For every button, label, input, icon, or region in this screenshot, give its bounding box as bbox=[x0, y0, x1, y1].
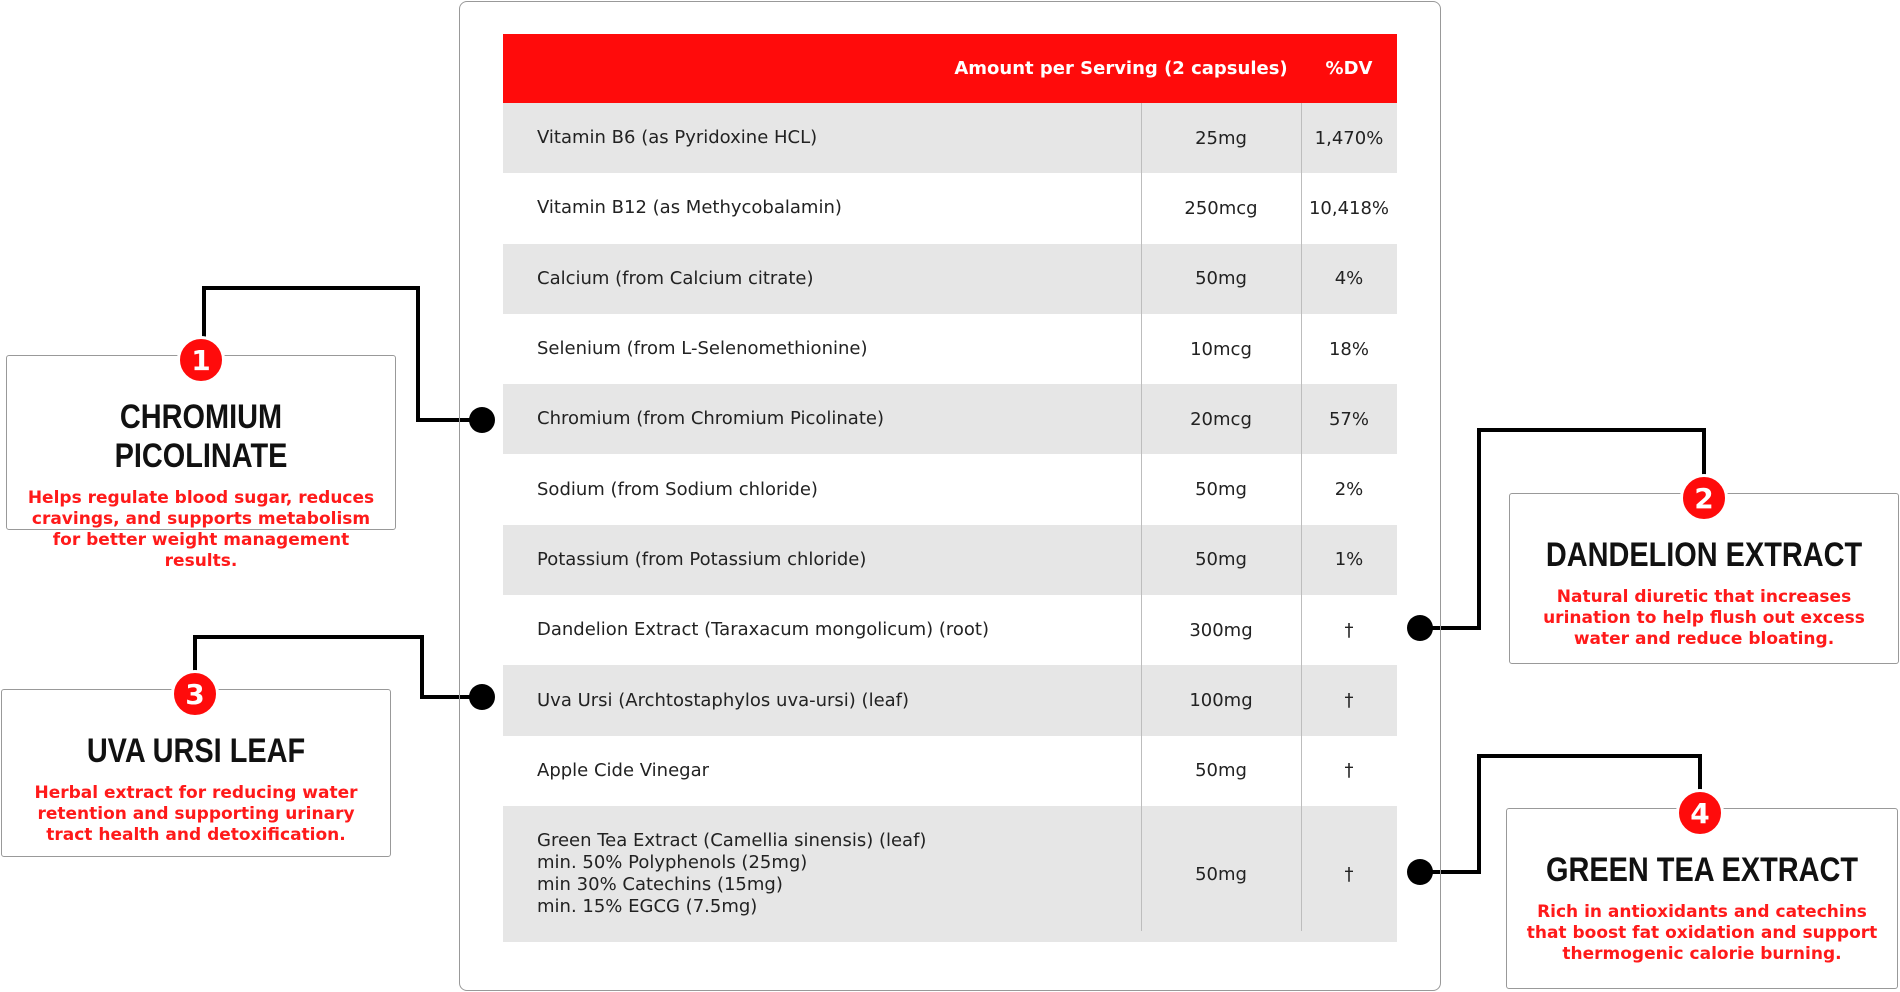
amount: 50mg bbox=[1195, 760, 1247, 782]
callout-title: DANDELION EXTRACT bbox=[1545, 536, 1863, 574]
table-row: Vitamin B6 (as Pyridoxine HCL) 25mg 1,470% bbox=[503, 103, 1397, 174]
daily-value: † bbox=[1344, 863, 1354, 885]
table-row: Selenium (from L-Selenomethionine) 10mcg 1… bbox=[503, 313, 1397, 385]
nutrient-name: Selenium (from L-Selenomethionine) bbox=[537, 314, 868, 384]
nutrient-name: Dandelion Extract (Taraxacum mongolicum)… bbox=[537, 595, 989, 665]
callout-text: Rich in antioxidants and catechins that … bbox=[1526, 902, 1878, 964]
daily-value: 18% bbox=[1328, 338, 1369, 360]
name-line: Sodium (from Sodium chloride) bbox=[537, 478, 818, 500]
callout-title: CHROMIUM PICOLINATE bbox=[114, 398, 288, 475]
nutrient-name: Uva Ursi (Archtostaphylos uva-ursi) (lea… bbox=[537, 665, 909, 735]
name-line: Calcium (from Calcium citrate) bbox=[537, 267, 814, 289]
header-cell: %DV bbox=[1325, 58, 1373, 79]
nutrient-name: Apple Cide Vinegar bbox=[537, 736, 709, 806]
callout-text: Herbal extract for reducing water retent… bbox=[34, 783, 358, 845]
nutrient-name: Calcium (from Calcium citrate) bbox=[537, 244, 814, 314]
amount: 300mg bbox=[1189, 619, 1253, 641]
daily-value: 1,470% bbox=[1314, 127, 1384, 149]
name-line: Vitamin B12 (as Methycobalamin) bbox=[537, 197, 842, 219]
amount: 20mcg bbox=[1190, 408, 1252, 430]
callout-text: Natural diuretic that increases urinatio… bbox=[1543, 587, 1865, 649]
daily-value: † bbox=[1344, 760, 1354, 782]
name-line: Selenium (from L-Selenomethionine) bbox=[537, 338, 868, 360]
callout-box: GREEN TEA EXTRACT Rich in antioxidants an… bbox=[1506, 808, 1898, 989]
callout-number: 1 bbox=[177, 336, 225, 384]
callout-box: CHROMIUM PICOLINATE Helps regulate blood … bbox=[6, 355, 396, 571]
header-cell: Amount per Serving (2 capsules) bbox=[954, 58, 1288, 79]
table-row: Apple Cide Vinegar 50mg † bbox=[503, 735, 1397, 806]
amount: 50mg bbox=[1195, 549, 1247, 571]
daily-value: 10,418% bbox=[1308, 197, 1390, 219]
daily-value: † bbox=[1344, 690, 1354, 712]
table-row: Green Tea Extract (Camellia sinensis) (l… bbox=[503, 806, 1397, 942]
name-line: min. 15% EGCG (7.5mg) bbox=[537, 896, 758, 917]
amount: 50mg bbox=[1195, 863, 1247, 885]
nutrient-name: Chromium (from Chromium Picolinate) bbox=[537, 384, 884, 454]
callout-box: UVA URSI LEAF Herbal extract for reducing… bbox=[1, 689, 391, 857]
daily-value: 4% bbox=[1334, 268, 1364, 290]
name-line: min. 50% Polyphenols (25mg) bbox=[537, 852, 808, 873]
name-line: Potassium (from Potassium chloride) bbox=[537, 548, 867, 570]
amount: 100mg bbox=[1189, 690, 1253, 712]
callout-text: Helps regulate blood sugar, reduces crav… bbox=[27, 488, 375, 571]
callout-box: DANDELION EXTRACT Natural diuretic that i… bbox=[1509, 493, 1899, 664]
callout-title: GREEN TEA EXTRACT bbox=[1545, 851, 1859, 889]
daily-value: 1% bbox=[1334, 549, 1364, 571]
name-line: Green Tea Extract (Camellia sinensis) (l… bbox=[537, 830, 927, 851]
amount: 50mg bbox=[1195, 479, 1247, 501]
name-line: Chromium (from Chromium Picolinate) bbox=[537, 408, 884, 430]
nutrient-name: Green Tea Extract (Camellia sinensis) (l… bbox=[537, 806, 926, 942]
table-row: Sodium (from Sodium chloride) 50mg 2% bbox=[503, 454, 1397, 525]
table-row: Uva Ursi (Archtostaphylos uva-ursi) (lea… bbox=[503, 665, 1397, 736]
nutrient-name: Vitamin B6 (as Pyridoxine HCL) bbox=[537, 103, 817, 173]
amount: 25mg bbox=[1195, 127, 1247, 149]
nutrient-name: Potassium (from Potassium chloride) bbox=[537, 525, 866, 595]
callout-number: 4 bbox=[1676, 789, 1724, 837]
name-line: Vitamin B6 (as Pyridoxine HCL) bbox=[537, 127, 818, 149]
column-divider bbox=[1301, 103, 1302, 931]
table-row: Dandelion Extract (Taraxacum mongolicum)… bbox=[503, 595, 1397, 666]
nutrient-name: Sodium (from Sodium chloride) bbox=[537, 455, 818, 525]
callout-title: UVA URSI LEAF bbox=[86, 732, 306, 770]
name-line: Apple Cide Vinegar bbox=[537, 759, 710, 781]
table-row: Vitamin B12 (as Methycobalamin) 250mcg 10,… bbox=[503, 173, 1397, 244]
name-line: Dandelion Extract (Taraxacum mongolicum)… bbox=[537, 619, 989, 641]
callout-number: 3 bbox=[171, 670, 219, 718]
nutrient-name: Vitamin B12 (as Methycobalamin) bbox=[537, 173, 842, 243]
table-row: Calcium (from Calcium citrate) 50mg 4% bbox=[503, 243, 1397, 314]
daily-value: 2% bbox=[1334, 479, 1364, 501]
column-divider bbox=[1141, 103, 1142, 931]
table-row: Chromium (from Chromium Picolinate) 20mcg… bbox=[503, 384, 1397, 455]
daily-value: 57% bbox=[1328, 408, 1369, 430]
amount: 10mcg bbox=[1190, 338, 1252, 360]
facts-panel bbox=[459, 1, 1441, 991]
amount: 50mg bbox=[1195, 268, 1247, 290]
name-line: Uva Ursi (Archtostaphylos uva-ursi) (lea… bbox=[537, 689, 910, 711]
daily-value: † bbox=[1344, 619, 1354, 641]
name-line: min 30% Catechins (15mg) bbox=[537, 874, 783, 895]
amount: 250mcg bbox=[1184, 197, 1258, 219]
table-header: Amount per Serving (2 capsules) %DV bbox=[503, 34, 1397, 103]
callout-number: 2 bbox=[1680, 474, 1728, 522]
table-row: Potassium (from Potassium chloride) 50mg 1… bbox=[503, 524, 1397, 596]
